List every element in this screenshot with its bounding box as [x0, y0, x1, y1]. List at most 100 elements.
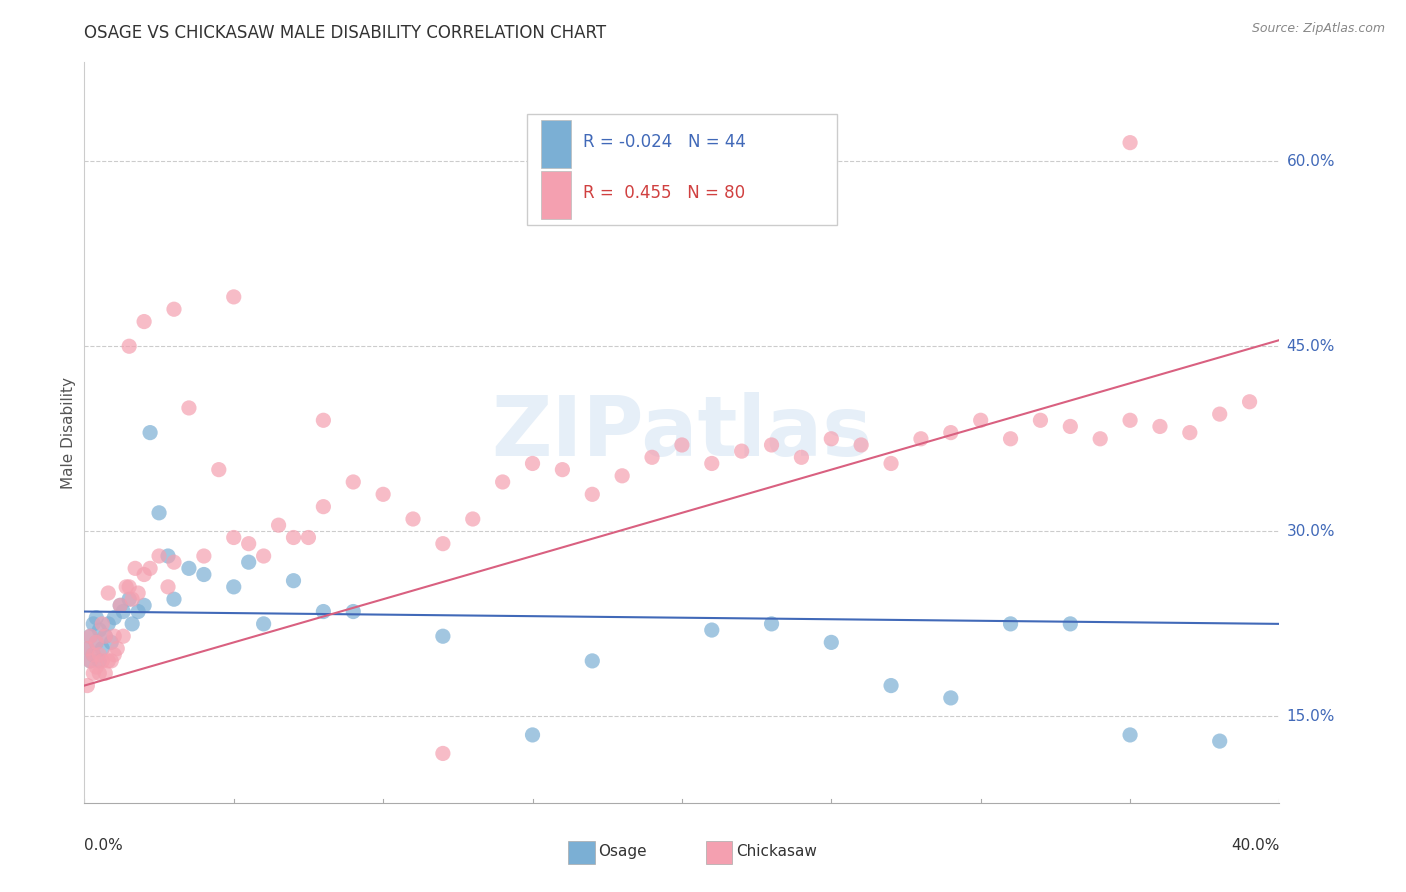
Point [790, 450, 813, 465]
Point [312, 413, 335, 427]
Point [970, 413, 993, 427]
Point [100, 654, 122, 668]
Point [551, 462, 574, 476]
Point [641, 450, 664, 465]
Point [91, 641, 114, 656]
Point [312, 605, 335, 619]
Point [581, 487, 603, 501]
Point [157, 549, 180, 563]
Point [86, 610, 108, 624]
Point [177, 561, 200, 575]
Point [1239, 394, 1261, 409]
Point [939, 690, 962, 705]
Point [1119, 136, 1142, 150]
Point [222, 531, 245, 545]
Point [82, 648, 104, 662]
FancyBboxPatch shape [541, 120, 571, 169]
Point [1059, 419, 1081, 434]
Point [94, 629, 117, 643]
Point [127, 586, 149, 600]
Point [97, 586, 120, 600]
Text: ZIPatlas: ZIPatlas [492, 392, 872, 473]
Point [253, 549, 276, 563]
Point [612, 468, 634, 483]
Point [86, 635, 108, 649]
Point [121, 592, 143, 607]
Point [222, 580, 245, 594]
Point [253, 616, 276, 631]
Point [761, 616, 783, 631]
Point [79, 629, 101, 643]
Point [86, 635, 108, 649]
Point [132, 315, 156, 329]
Point [1059, 616, 1081, 631]
Point [193, 549, 215, 563]
Point [118, 339, 141, 353]
Point [148, 549, 170, 563]
Point [492, 475, 515, 489]
Point [522, 728, 544, 742]
Text: OSAGE VS CHICKASAW MALE DISABILITY CORRELATION CHART: OSAGE VS CHICKASAW MALE DISABILITY CORRE… [84, 23, 606, 42]
Point [91, 654, 114, 668]
Text: 0.0%: 0.0% [84, 838, 124, 853]
Point [100, 635, 122, 649]
Point [700, 623, 723, 637]
Point [163, 592, 186, 607]
Point [1000, 616, 1022, 631]
Point [148, 506, 170, 520]
Point [1178, 425, 1201, 440]
Point [115, 580, 138, 594]
Point [121, 616, 143, 631]
Point [127, 605, 149, 619]
Point [402, 512, 425, 526]
Text: 45.0%: 45.0% [1286, 339, 1334, 354]
Point [312, 500, 335, 514]
Point [82, 666, 104, 681]
Point [110, 599, 132, 613]
Point [177, 401, 200, 415]
Text: R =  0.455   N = 80: R = 0.455 N = 80 [582, 185, 745, 202]
Point [76, 641, 98, 656]
Point [118, 592, 141, 607]
Point [1029, 413, 1052, 427]
Point [94, 629, 117, 643]
Point [283, 531, 305, 545]
Point [79, 629, 101, 643]
Point [163, 555, 186, 569]
Point [97, 654, 120, 668]
Point [432, 629, 454, 643]
Point [1209, 407, 1232, 421]
Point [267, 518, 290, 533]
Point [851, 438, 873, 452]
Point [1119, 728, 1142, 742]
Point [342, 605, 364, 619]
Text: 15.0%: 15.0% [1286, 709, 1334, 724]
FancyBboxPatch shape [568, 841, 595, 863]
Point [132, 567, 156, 582]
Point [880, 679, 903, 693]
Point [731, 444, 754, 458]
Point [671, 438, 693, 452]
FancyBboxPatch shape [706, 841, 733, 863]
Point [432, 747, 454, 761]
Point [238, 555, 260, 569]
Point [79, 654, 101, 668]
Text: 60.0%: 60.0% [1286, 153, 1334, 169]
Point [82, 616, 104, 631]
Point [283, 574, 305, 588]
Point [94, 666, 117, 681]
Point [110, 599, 132, 613]
Point [1209, 734, 1232, 748]
Point [103, 629, 125, 643]
Text: 30.0%: 30.0% [1286, 524, 1334, 539]
Point [132, 599, 156, 613]
Point [193, 567, 215, 582]
Point [91, 616, 114, 631]
Point [461, 512, 484, 526]
Point [124, 561, 146, 575]
Point [103, 648, 125, 662]
Point [103, 610, 125, 624]
FancyBboxPatch shape [541, 171, 571, 219]
Point [163, 302, 186, 317]
Point [79, 654, 101, 668]
